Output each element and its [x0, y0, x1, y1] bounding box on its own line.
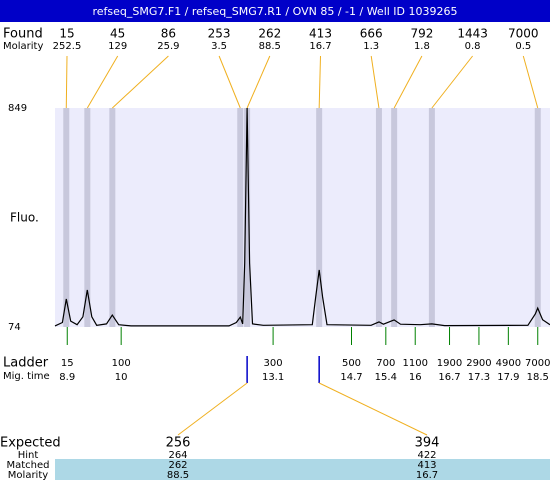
peak-leader [218, 55, 241, 109]
found-size: 7000 [508, 27, 539, 41]
found-molarity: 25.9 [157, 41, 179, 52]
found-size: 86 [161, 27, 176, 41]
peak-leader [318, 55, 321, 109]
found-size: 413 [309, 27, 332, 41]
found-size: 1443 [457, 27, 488, 41]
found-size: 792 [410, 27, 433, 41]
ladder-time: 13.1 [262, 372, 284, 383]
found-molarity: 0.8 [465, 41, 481, 52]
peak-leader [65, 55, 68, 109]
peak-band [316, 108, 323, 327]
row-label: Matched [6, 460, 49, 471]
ladder-size: 2900 [466, 358, 491, 369]
ladder-time: 18.5 [527, 372, 549, 383]
ladder-size: 1100 [402, 358, 427, 369]
found-size: 253 [208, 27, 231, 41]
found-molarity: 0.5 [515, 41, 531, 52]
expected-matched: 413 [417, 460, 436, 471]
expected-hint: 422 [417, 450, 436, 461]
found-molarity: 88.5 [259, 41, 281, 52]
peak-band [63, 108, 70, 327]
match-leader [177, 382, 248, 436]
y-tick-label: 849 [8, 103, 27, 114]
title-bar [0, 0, 550, 22]
expected-expected: 394 [415, 436, 440, 451]
peak-leader [431, 55, 473, 109]
expected-expected: 256 [166, 436, 191, 451]
peak-leader [522, 55, 539, 109]
found-molarity: 3.5 [211, 41, 227, 52]
found-molarity: 1.3 [363, 41, 379, 52]
peak-band [534, 108, 541, 327]
ladder-size: 1900 [437, 358, 462, 369]
match-leader [318, 382, 428, 436]
ladder-time: 17.3 [468, 372, 490, 383]
ladder-time: 15.4 [375, 372, 397, 383]
matched-band [55, 459, 550, 480]
y-label: Fluo. [10, 211, 39, 225]
plot-area [55, 108, 550, 327]
peak-band [428, 108, 435, 327]
expected-hint: 264 [168, 450, 187, 461]
ladder-time: 14.7 [340, 372, 362, 383]
found-label: Found [3, 27, 43, 42]
found-size: 666 [360, 27, 383, 41]
found-molarity: 1.8 [414, 41, 430, 52]
molarity-label: Molarity [3, 41, 43, 52]
ladder-time: 17.9 [497, 372, 519, 383]
peak-leader [393, 55, 423, 109]
y-tick-label: 74 [8, 322, 21, 333]
migtime-label: Mig. time [3, 371, 50, 382]
row-label: Molarity [8, 470, 48, 480]
peak-leader [112, 55, 169, 109]
ladder-size: 100 [112, 358, 131, 369]
peak-band [391, 108, 398, 327]
peak-band [109, 108, 116, 327]
row-label: Hint [18, 450, 39, 461]
ladder-size: 500 [342, 358, 361, 369]
peak-leader [86, 55, 119, 109]
title: refseq_SMG7.F1 / refseq_SMG7.R1 / OVN 85… [92, 5, 457, 18]
peak-leader [246, 55, 271, 109]
ladder-size: 700 [376, 358, 395, 369]
ladder-size: 15 [61, 358, 74, 369]
ladder-size: 300 [264, 358, 283, 369]
found-size: 45 [110, 27, 125, 41]
ladder-time: 16 [409, 372, 422, 383]
found-molarity: 252.5 [53, 41, 82, 52]
peak-band [84, 108, 91, 327]
found-molarity: 16.7 [309, 41, 331, 52]
trace [54, 107, 550, 327]
peak-leader [370, 55, 380, 109]
found-size: 15 [59, 27, 74, 41]
peak-band [375, 108, 382, 327]
ladder-time: 8.9 [59, 372, 75, 383]
ladder-label: Ladder [3, 356, 49, 371]
ladder-time: 16.7 [438, 372, 460, 383]
expected-molarity: 88.5 [167, 470, 189, 480]
found-size: 262 [258, 27, 281, 41]
peak-band [237, 108, 244, 327]
expected-molarity: 16.7 [416, 470, 438, 480]
expected-matched: 262 [168, 460, 187, 471]
ladder-size: 4900 [496, 358, 521, 369]
row-label: Expected [0, 436, 61, 451]
ladder-size: 7000 [525, 358, 550, 369]
peak-band [244, 108, 251, 327]
found-molarity: 129 [108, 41, 127, 52]
ladder-time: 10 [115, 372, 128, 383]
